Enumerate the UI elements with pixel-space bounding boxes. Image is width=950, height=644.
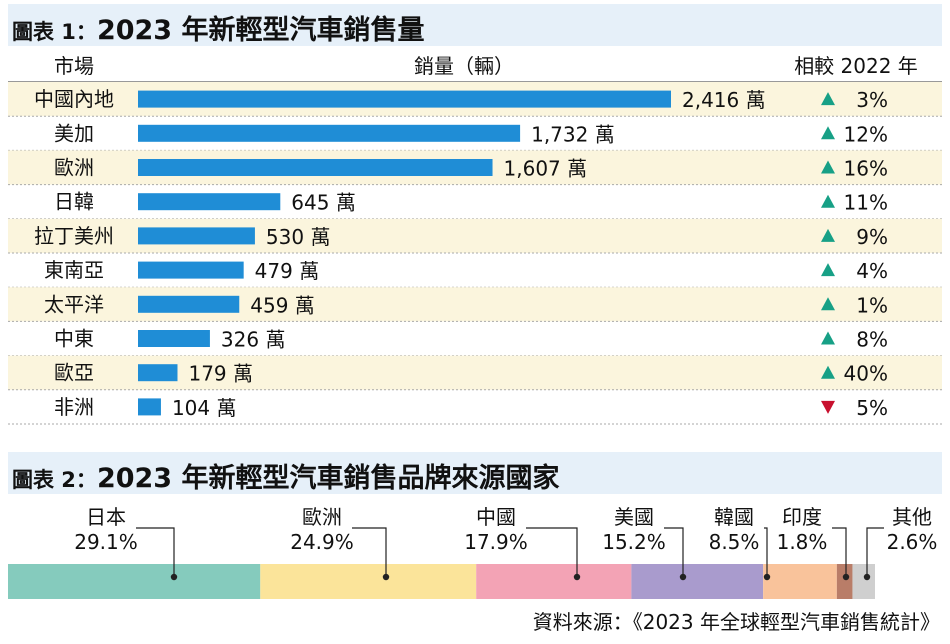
market-label: 中國內地 [34, 87, 114, 111]
change-label: 16% [844, 157, 888, 181]
sales-bar [138, 90, 671, 108]
segment-3 [631, 564, 764, 599]
sales-bar [138, 398, 161, 416]
header-change: 相較 2022 年 [794, 54, 918, 78]
segment-6 [852, 564, 875, 599]
sales-value-label: 2,416 萬 [682, 88, 766, 112]
segment-name-label: 韓國 [714, 505, 754, 529]
increase-arrow-icon [821, 297, 835, 311]
segment-value-label: 8.5% [709, 530, 760, 554]
leader-dot [170, 573, 178, 581]
leader-dot [382, 573, 390, 581]
change-label: 3% [856, 88, 888, 112]
segment-name-label: 日本 [86, 505, 126, 529]
segment-name-label: 中國 [476, 505, 516, 529]
sales-bar [138, 124, 521, 142]
sales-value-label: 459 萬 [250, 293, 315, 317]
segment-value-label: 24.9% [290, 530, 354, 554]
sales-bar [138, 227, 255, 245]
segment-0 [8, 564, 261, 599]
segment-value-label: 15.2% [602, 530, 666, 554]
leader-line [526, 527, 578, 577]
increase-arrow-icon [821, 194, 835, 208]
sales-bar [138, 159, 493, 176]
market-label: 中東 [54, 327, 94, 351]
sales-bar [138, 364, 178, 382]
sales-value-label: 104 萬 [172, 396, 237, 420]
segment-name-label: 美國 [614, 505, 654, 529]
header-market: 市場 [54, 54, 94, 78]
sales-value-label: 530 萬 [266, 225, 331, 249]
change-label: 9% [856, 225, 888, 249]
increase-arrow-icon [821, 331, 835, 345]
change-label: 8% [856, 328, 888, 352]
leader-dot [863, 573, 871, 581]
sales-value-label: 179 萬 [188, 362, 253, 386]
chart2-title-text: 2023 年新輕型汽車銷售品牌來源國家 [96, 463, 560, 494]
segment-value-label: 29.1% [74, 530, 138, 554]
market-label: 東南亞 [44, 258, 104, 282]
leader-dot [842, 573, 850, 581]
segment-5 [836, 564, 853, 599]
leader-line [764, 527, 768, 577]
sales-value-label: 645 萬 [291, 191, 356, 215]
chart1-title: 圖表 1：2023 年新輕型汽車銷售量 [12, 8, 424, 47]
increase-arrow-icon [821, 365, 835, 379]
chart1-title-text: 2023 年新輕型汽車銷售量 [96, 15, 425, 46]
sales-value-label: 1,607 萬 [504, 157, 588, 181]
increase-arrow-icon [821, 228, 835, 242]
increase-arrow-icon [821, 160, 835, 174]
leader-line [136, 527, 175, 577]
segment-2 [476, 564, 632, 599]
increase-arrow-icon [821, 92, 835, 106]
leader-line [832, 527, 847, 577]
increase-arrow-icon [821, 126, 835, 140]
segment-value-label: 1.8% [777, 530, 828, 554]
segment-4 [763, 564, 837, 599]
market-label: 拉丁美州 [34, 224, 114, 248]
leader-line [352, 527, 387, 577]
market-label: 非洲 [54, 395, 94, 419]
chart1-title-bar: 圖表 1：2023 年新輕型汽車銷售量 [8, 4, 942, 46]
chart2-title-bar: 圖表 2：2023 年新輕型汽車銷售品牌來源國家 [8, 452, 942, 494]
chart2-title: 圖表 2：2023 年新輕型汽車銷售品牌來源國家 [12, 456, 559, 495]
market-label: 日韓 [54, 190, 94, 214]
sales-bar [138, 295, 240, 313]
segment-name-label: 其他 [892, 505, 932, 529]
segment-name-label: 印度 [782, 505, 822, 529]
change-label: 40% [844, 362, 888, 386]
segment-1 [260, 564, 477, 599]
leader-dot [679, 573, 687, 581]
chart1-title-prefix: 圖表 1： [12, 20, 97, 44]
leader-line [664, 527, 684, 577]
market-label: 太平洋 [44, 292, 104, 316]
source-note: 資料來源：《2023 年全球輕型汽車銷售統計》 [532, 610, 940, 634]
sales-bar [138, 261, 244, 279]
market-label: 歐亞 [54, 361, 94, 385]
leader-dot [573, 573, 581, 581]
header-sales: 銷量（輛） [414, 54, 514, 78]
leader-line [866, 527, 884, 577]
sales-value-label: 326 萬 [221, 328, 286, 352]
sales-bar [138, 330, 210, 347]
change-label: 12% [844, 122, 888, 146]
change-label: 5% [856, 396, 888, 420]
sales-value-label: 1,732 萬 [531, 122, 615, 146]
market-label: 美加 [54, 121, 94, 145]
chart2-title-prefix: 圖表 2： [12, 468, 97, 492]
decrease-arrow-icon [821, 400, 835, 414]
sales-value-label: 479 萬 [255, 259, 320, 283]
segment-value-label: 17.9% [464, 530, 528, 554]
sales-bar [138, 193, 281, 211]
change-label: 11% [844, 191, 888, 215]
segment-value-label: 2.6% [887, 530, 938, 554]
market-label: 歐洲 [54, 156, 94, 180]
change-label: 1% [856, 293, 888, 317]
leader-dot [763, 573, 771, 581]
increase-arrow-icon [821, 263, 835, 277]
change-label: 4% [856, 259, 888, 283]
segment-name-label: 歐洲 [302, 505, 342, 529]
